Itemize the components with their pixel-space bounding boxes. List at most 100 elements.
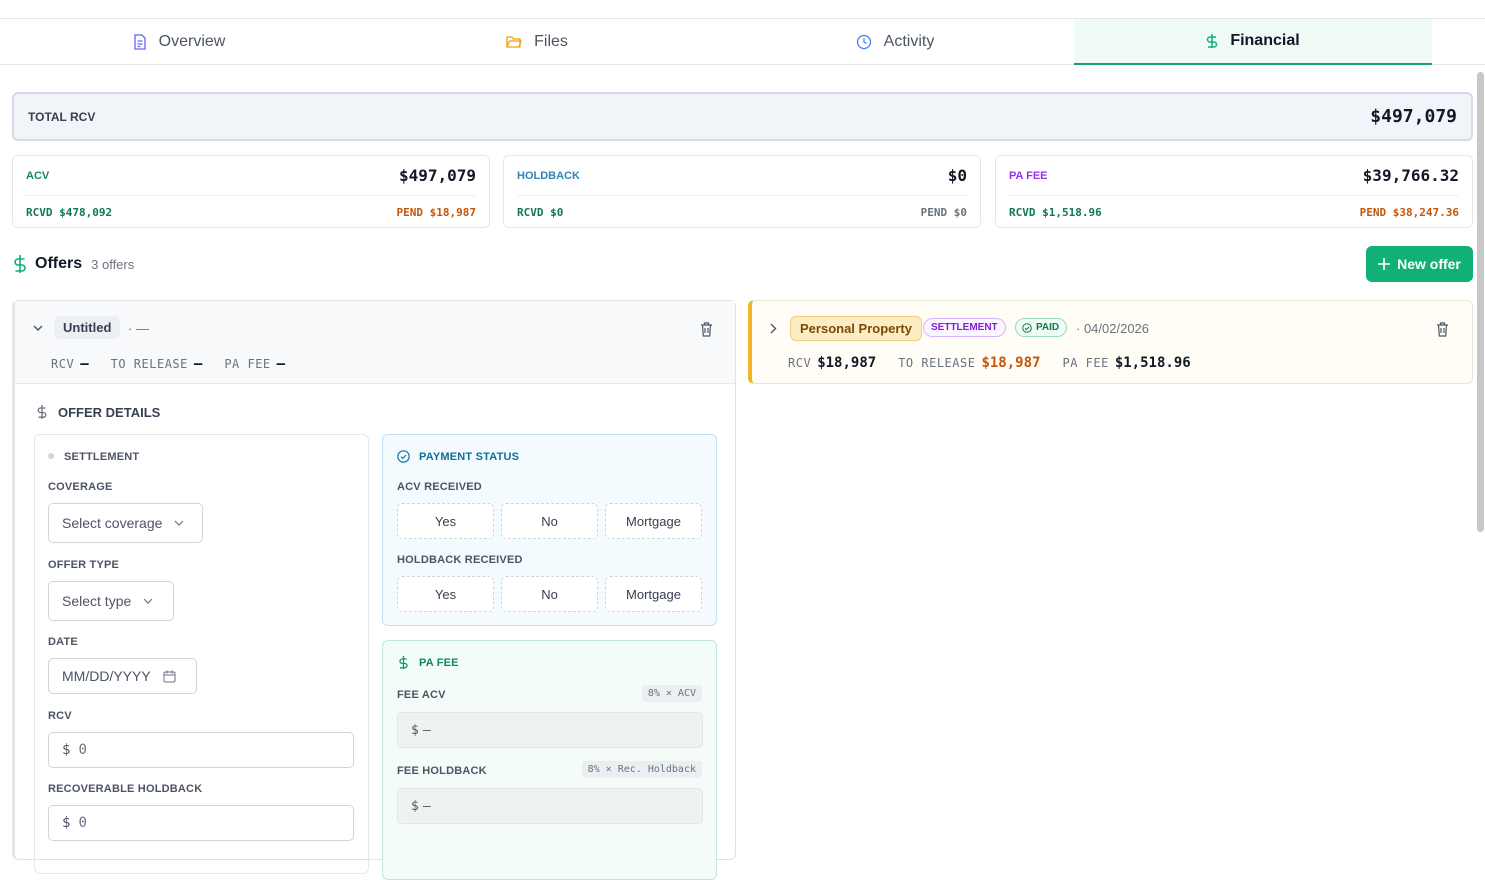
text: HOLDBACK (517, 169, 580, 182)
text: ACV (26, 169, 50, 182)
text: RCVD (26, 205, 53, 219)
r2: RCVD $1,518.96 PEND $38,247.36 (1009, 196, 1459, 228)
collapse-icon[interactable] (33, 324, 43, 332)
svg (174, 520, 184, 526)
rcv-input[interactable]: $0 (48, 732, 354, 768)
text: $0 (953, 205, 967, 219)
r1: PA FEE $39,766.32 (1009, 156, 1459, 196)
text: PEND (1359, 205, 1387, 219)
text: Personal Property (790, 316, 922, 341)
text: $18,987 (817, 355, 877, 371)
text: Overview (158, 33, 226, 50)
holdback-input[interactable]: $0 (48, 805, 354, 841)
option[interactable]: No (501, 576, 598, 612)
text: PEND (396, 205, 424, 219)
span: PA FEE — (224, 356, 285, 372)
o1head: Untitled · — RCV — TO RELEASE — PA FEE — (15, 301, 735, 384)
payment-status-panel: PAYMENT STATUS ACV RECEIVED Yes No Mortg… (382, 434, 717, 626)
tab[interactable]: Activity (716, 19, 1074, 65)
path (1207, 34, 1218, 48)
text: PA FEE (419, 657, 459, 669)
stats: RCV $18,987 TO RELEASE $18,987 PA FEE $1,51… (788, 355, 1191, 371)
option[interactable]: No (501, 503, 598, 539)
svg (770, 323, 777, 334)
span: TO RELEASE — (111, 356, 203, 372)
delete-icon[interactable] (1436, 322, 1449, 337)
text: Untitled (54, 316, 121, 339)
text: — (193, 356, 203, 372)
span: RCV $18,987 (788, 355, 876, 371)
text: PA FEE (224, 357, 271, 371)
path (134, 34, 146, 50)
path (14, 255, 26, 273)
delete-icon[interactable] (700, 322, 713, 337)
green: RCVD $1,518.96 (1009, 206, 1102, 219)
date-input[interactable]: MM/DD/YYYY (48, 658, 197, 694)
svg (37, 405, 47, 419)
summary-card: PA FEE $39,766.32 RCVD $1,518.96 PEND $38,… (995, 155, 1473, 228)
text: 0 (78, 815, 87, 831)
offer-card[interactable]: Personal Property SETTLEMENT PAID · 04/0… (748, 300, 1473, 384)
text: DATE (48, 636, 78, 648)
text: $18,987 (429, 205, 476, 219)
text: New offer (1397, 256, 1461, 272)
option[interactable]: Mortgage (605, 503, 702, 539)
coverage-select[interactable]: Select coverage (48, 503, 203, 543)
text: MM/DD/YYYY (62, 668, 151, 684)
div: Yes No Mortgage (397, 576, 702, 612)
text: RCV (51, 357, 75, 371)
svg (134, 34, 146, 50)
path (1378, 258, 1391, 270)
option[interactable]: Yes (397, 503, 494, 539)
green: RCVD $0 (517, 206, 563, 219)
text: RCV (788, 356, 812, 370)
text: 0 (78, 742, 87, 758)
text: Files (534, 33, 568, 50)
div: Yes No Mortgage (397, 503, 702, 539)
r1: HOLDBACK $0 (517, 156, 967, 196)
text: Activity (883, 33, 935, 50)
text: $ (62, 742, 71, 758)
offer-card: Untitled · — RCV — TO RELEASE — PA FEE — OF… (12, 300, 736, 880)
svg (1207, 34, 1218, 48)
text: $ (62, 815, 71, 831)
text: 8% × ACV (641, 685, 702, 702)
text: – (422, 722, 431, 738)
new-offer-button[interactable]: New offer (1366, 246, 1473, 282)
inp: $ – (397, 712, 703, 748)
path (1437, 322, 1448, 337)
span: PA FEE $1,518.96 (1062, 355, 1190, 371)
type-select[interactable]: Select type (48, 581, 174, 621)
option[interactable]: Yes (397, 576, 494, 612)
text: — (276, 356, 286, 372)
text: $1,518.96 (1042, 205, 1102, 219)
scrollbar[interactable] (1477, 72, 1484, 532)
text: PA FEE (1009, 169, 1048, 182)
tab[interactable]: Files (358, 19, 716, 65)
tab[interactable]: Overview (0, 19, 358, 65)
text: TOTAL RCV (28, 109, 96, 124)
text: $ (411, 722, 419, 738)
span: RCV — (51, 356, 89, 372)
text: $497,079 (1370, 106, 1457, 127)
text: $38,247.36 (1392, 205, 1459, 219)
text: FEE HOLDBACK (397, 765, 487, 777)
text: RCVD (1009, 205, 1036, 219)
text: SETTLEMENT (923, 318, 1006, 337)
svg (143, 598, 153, 604)
path (1024, 326, 1030, 331)
text: $39,766.32 (1362, 166, 1459, 185)
path (506, 36, 523, 48)
text: HOLDBACK RECEIVED (397, 554, 523, 566)
text: · — (128, 321, 149, 336)
settlement-panel: SETTLEMENT COVERAGE Select coverage OFFE… (34, 434, 369, 874)
text: 3 offers (91, 256, 135, 272)
svg (1022, 323, 1032, 333)
option[interactable]: Mortgage (605, 576, 702, 612)
text: Offers (35, 255, 83, 272)
circle (856, 34, 871, 50)
total-rcv: TOTAL RCV $497,079 (12, 92, 1473, 141)
inp: $ – (397, 788, 703, 824)
tab[interactable]: Financial (1074, 19, 1432, 65)
svg (1378, 258, 1391, 270)
